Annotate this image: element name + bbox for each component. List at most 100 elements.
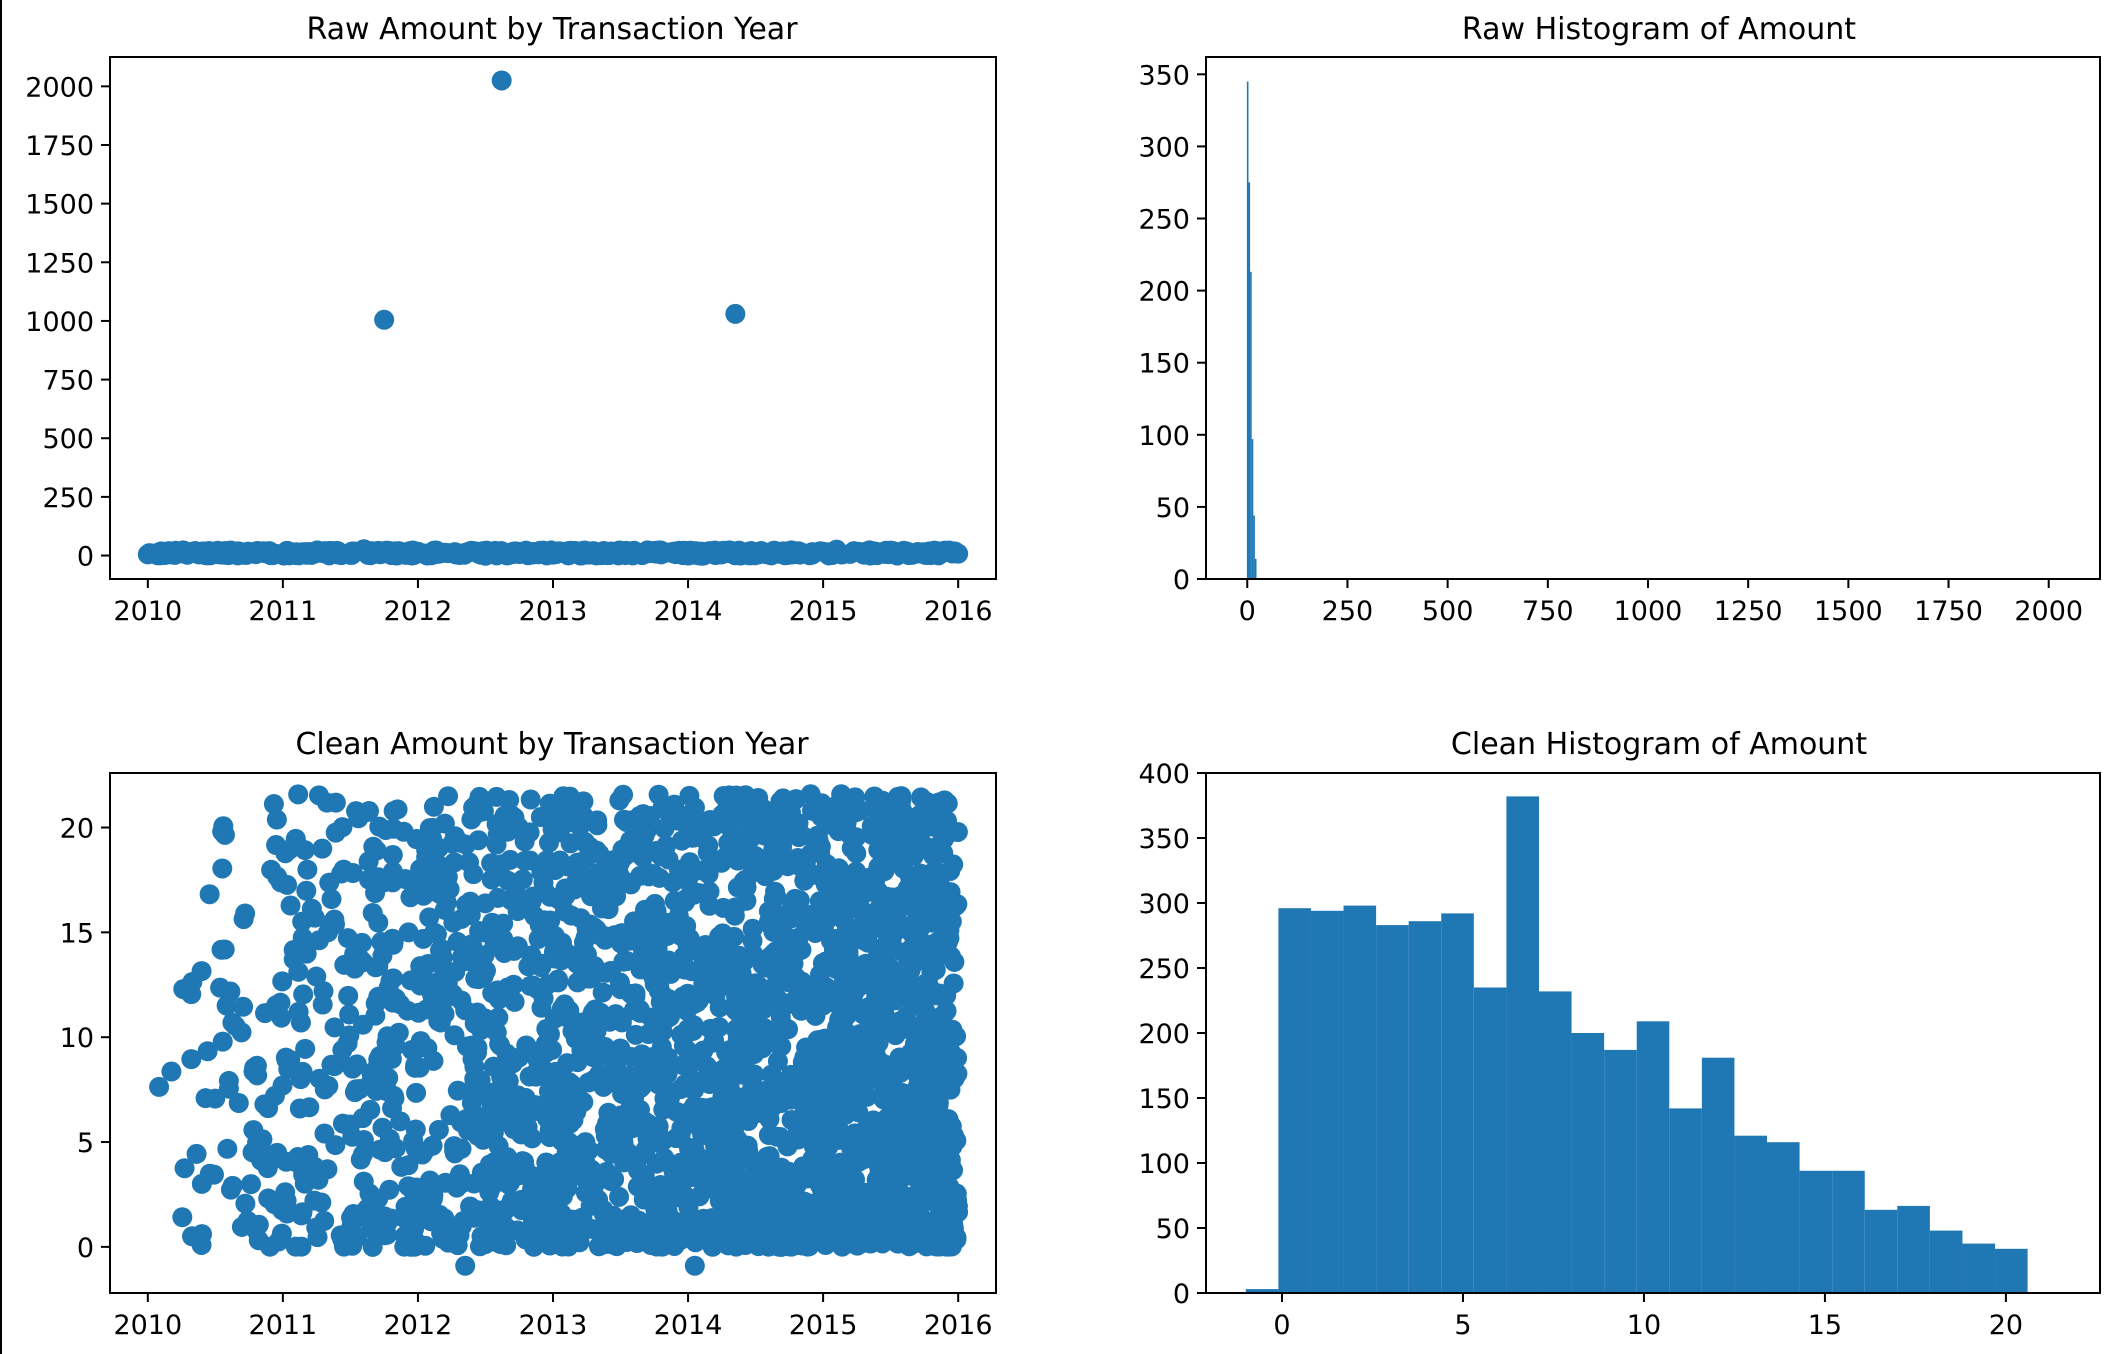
clean-scatter-point <box>763 943 784 964</box>
clean-scatter-point <box>325 1135 346 1156</box>
clean-hist-ytick-label: 250 <box>1138 954 1190 985</box>
clean-scatter-point <box>850 800 871 821</box>
clean-scatter-point <box>520 850 541 871</box>
clean-scatter-point <box>916 1106 937 1127</box>
clean-hist-bar <box>1669 1108 1702 1293</box>
raw-hist-xtick-label: 1500 <box>1814 596 1883 627</box>
clean-scatter-point <box>233 996 254 1017</box>
clean-scatter-point <box>748 787 769 808</box>
clean-scatter-point <box>376 1081 397 1102</box>
clean-scatter-point <box>763 1077 784 1098</box>
clean-hist-bar <box>1473 987 1507 1293</box>
clean-hist-bar <box>1636 1021 1670 1293</box>
clean-scatter-point <box>676 915 697 936</box>
clean-scatter-point <box>199 884 220 905</box>
clean-hist-bar <box>1864 1209 1898 1293</box>
clean-scatter-point <box>516 1035 537 1056</box>
clean-scatter-point <box>871 970 892 991</box>
clean-scatter-point <box>174 1158 195 1179</box>
clean-scatter-point <box>406 1082 427 1103</box>
clean-scatter-point <box>369 816 390 837</box>
clean-hist-bar <box>1832 1170 1865 1293</box>
clean-scatter-point <box>683 1015 704 1036</box>
clean-scatter-xtick-label: 2016 <box>924 1310 993 1341</box>
clean-scatter-point <box>400 887 421 908</box>
clean-scatter-point <box>295 1038 316 1059</box>
clean-scatter-point <box>665 1170 686 1191</box>
clean-scatter-point <box>529 1209 550 1230</box>
raw-hist-bar <box>1248 182 1251 579</box>
raw-scatter-point <box>491 70 512 91</box>
clean-scatter-point <box>363 1194 384 1215</box>
clean-scatter-point <box>701 855 722 876</box>
clean-hist-bar <box>1506 796 1539 1293</box>
clean-hist-bar <box>1929 1230 1963 1293</box>
clean-scatter-point <box>678 820 699 841</box>
clean-scatter-point <box>217 1138 238 1159</box>
clean-scatter-point <box>228 1093 249 1114</box>
clean-scatter-point <box>443 912 464 933</box>
clean-scatter-point <box>311 1192 332 1213</box>
clean-scatter-point <box>398 1155 419 1176</box>
clean-scatter-point <box>760 1199 781 1220</box>
clean-scatter-point <box>838 989 859 1010</box>
clean-scatter-point <box>673 1036 694 1057</box>
clean-scatter-point <box>699 1231 720 1252</box>
clean-scatter-point <box>451 1173 472 1194</box>
clean-scatter-point <box>794 1225 815 1246</box>
clean-scatter-point <box>779 1236 800 1257</box>
clean-scatter-point <box>461 1093 482 1114</box>
clean-scatter-point <box>482 912 503 933</box>
clean-scatter-point <box>537 1108 558 1129</box>
clean-scatter-point <box>560 1209 581 1230</box>
clean-scatter-point <box>531 957 552 978</box>
clean-scatter-point <box>233 909 254 930</box>
clean-scatter-point <box>502 1053 523 1074</box>
clean-scatter-point <box>808 908 829 929</box>
clean-scatter-point <box>624 918 645 939</box>
clean-scatter-point <box>888 1180 909 1201</box>
clean-scatter-point <box>325 822 346 843</box>
clean-scatter-point <box>264 1085 285 1106</box>
raw-hist-bar <box>1246 81 1249 580</box>
clean-hist-bar <box>1604 1049 1637 1293</box>
clean-scatter-point <box>709 1016 730 1037</box>
clean-hist-bar <box>1245 1289 1279 1293</box>
clean-scatter-point <box>423 1185 444 1206</box>
clean-scatter-point <box>351 950 372 971</box>
raw-hist-xtick-label: 1750 <box>1914 596 1983 627</box>
clean-scatter-point <box>556 1228 577 1249</box>
clean-scatter-point <box>910 863 931 884</box>
clean-scatter-point <box>429 940 450 961</box>
clean-hist-ytick-label: 50 <box>1156 1214 1190 1245</box>
clean-scatter-point <box>161 1061 182 1082</box>
clean-scatter-point <box>507 1220 528 1241</box>
clean-scatter-point <box>603 1008 624 1029</box>
clean-scatter-point <box>924 1042 945 1063</box>
raw-hist-bar <box>1250 271 1252 579</box>
clean-scatter-point <box>677 1102 698 1123</box>
clean-scatter-point <box>292 1061 313 1082</box>
clean-scatter-point <box>665 804 686 825</box>
clean-scatter-point <box>334 954 355 975</box>
clean-scatter-point <box>470 1070 491 1091</box>
clean-scatter-point <box>811 793 832 814</box>
clean-scatter-point <box>416 971 437 992</box>
clean-scatter-point <box>342 1058 363 1079</box>
clean-scatter-point <box>759 1109 780 1130</box>
clean-scatter-point <box>416 839 437 860</box>
clean-scatter-point <box>586 1166 607 1187</box>
clean-hist-bar <box>1767 1142 1800 1293</box>
clean-scatter-point <box>445 961 466 982</box>
clean-scatter-point <box>342 1126 363 1147</box>
clean-scatter-point <box>634 1066 655 1087</box>
clean-scatter-point <box>501 805 522 826</box>
clean-scatter-point <box>419 907 440 928</box>
clean-scatter-point <box>795 852 816 873</box>
clean-scatter-point <box>867 881 888 902</box>
clean-scatter-point <box>483 1122 504 1143</box>
clean-scatter-point <box>709 1191 730 1212</box>
clean-scatter-point <box>191 961 212 982</box>
raw-scatter-point <box>948 543 969 564</box>
clean-scatter-point <box>644 893 665 914</box>
